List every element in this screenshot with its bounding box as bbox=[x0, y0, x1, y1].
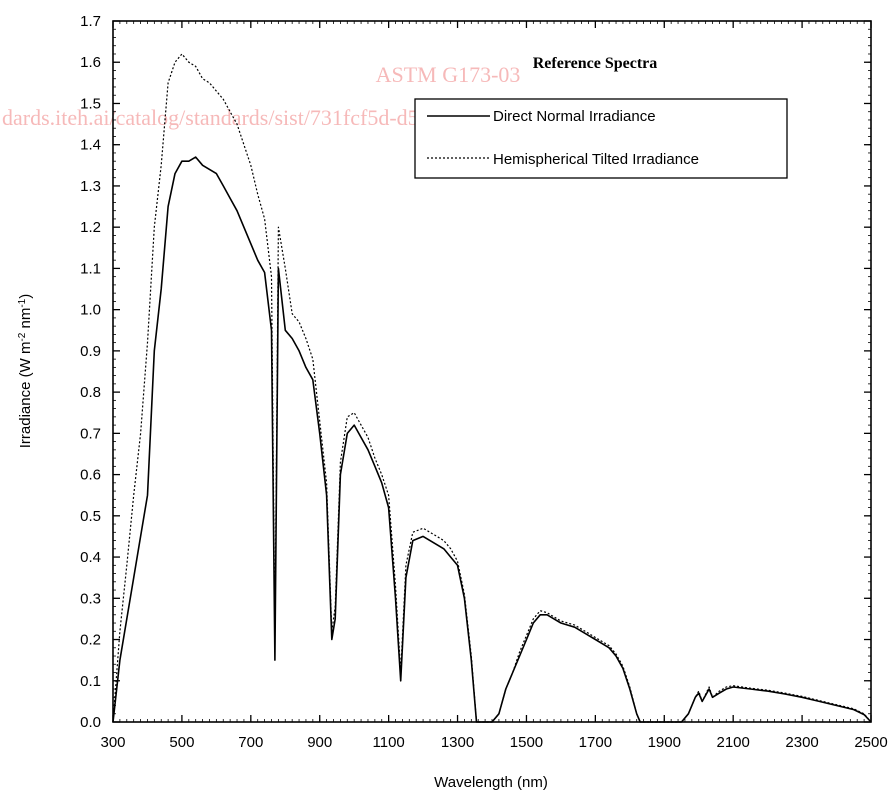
legend-label-hemispherical: Hemispherical Tilted Irradiance bbox=[493, 151, 699, 168]
series-group bbox=[112, 53, 872, 723]
series-line-hemispherical-tilted bbox=[112, 53, 872, 723]
series-line-direct-normal bbox=[112, 156, 872, 723]
y-tick-label: 0.5 bbox=[80, 508, 101, 525]
x-tick-label: 1700 bbox=[579, 734, 612, 751]
y-tick-label: 0.2 bbox=[80, 632, 101, 649]
y-tick-label: 0.3 bbox=[80, 590, 101, 607]
y-tick-label: 0.9 bbox=[80, 343, 101, 360]
x-tick-label: 900 bbox=[307, 734, 332, 751]
x-tick-label: 700 bbox=[238, 734, 263, 751]
y-axis: 0.0 0.1 0.2 0.3 0.4 0.5 0.6 0.7 0.8 0.9 1.0 1.1 1.2 1… bbox=[80, 13, 871, 731]
x-tick-label: 300 bbox=[100, 734, 125, 751]
y-tick-label: 0.4 bbox=[80, 549, 101, 566]
y-tick-label: 1.5 bbox=[80, 95, 101, 112]
y-axis-label: Irradiance (W m-2 nm-1) bbox=[17, 294, 35, 449]
watermark-line-1: ASTM G173-03 bbox=[376, 62, 521, 87]
legend-box bbox=[414, 98, 788, 179]
y-tick-label: 1.2 bbox=[80, 219, 101, 236]
x-tick-label: 2500 bbox=[854, 734, 887, 751]
x-tick-label: 1500 bbox=[510, 734, 543, 751]
y-tick-label: 1.1 bbox=[80, 260, 101, 277]
y-tick-label: 1.6 bbox=[80, 54, 101, 71]
y-tick-label: 0.1 bbox=[80, 673, 101, 690]
x-axis: 300 500 700 900 1100 1300 1500 1700 1900 2100 2300… bbox=[100, 21, 888, 751]
y-tick-label: 0.0 bbox=[80, 714, 101, 731]
x-tick-label: 1300 bbox=[441, 734, 474, 751]
legend-label-direct: Direct Normal Irradiance bbox=[493, 108, 656, 125]
y-tick-label: 1.7 bbox=[80, 13, 101, 30]
y-tick-label: 0.7 bbox=[80, 425, 101, 442]
x-tick-label: 2100 bbox=[716, 734, 749, 751]
x-axis-label: Wavelength (nm) bbox=[434, 774, 548, 791]
chart-title: Reference Spectra bbox=[533, 55, 658, 72]
y-tick-label: 1.3 bbox=[80, 178, 101, 195]
y-tick-label: 0.6 bbox=[80, 467, 101, 484]
x-tick-label: 2300 bbox=[785, 734, 818, 751]
y-tick-label: 0.8 bbox=[80, 384, 101, 401]
x-tick-label: 1100 bbox=[373, 734, 405, 751]
x-tick-label: 500 bbox=[169, 734, 194, 751]
y-tick-label: 1.4 bbox=[80, 137, 101, 154]
x-tick-label: 1900 bbox=[648, 734, 681, 751]
y-tick-label: 1.0 bbox=[80, 302, 101, 319]
